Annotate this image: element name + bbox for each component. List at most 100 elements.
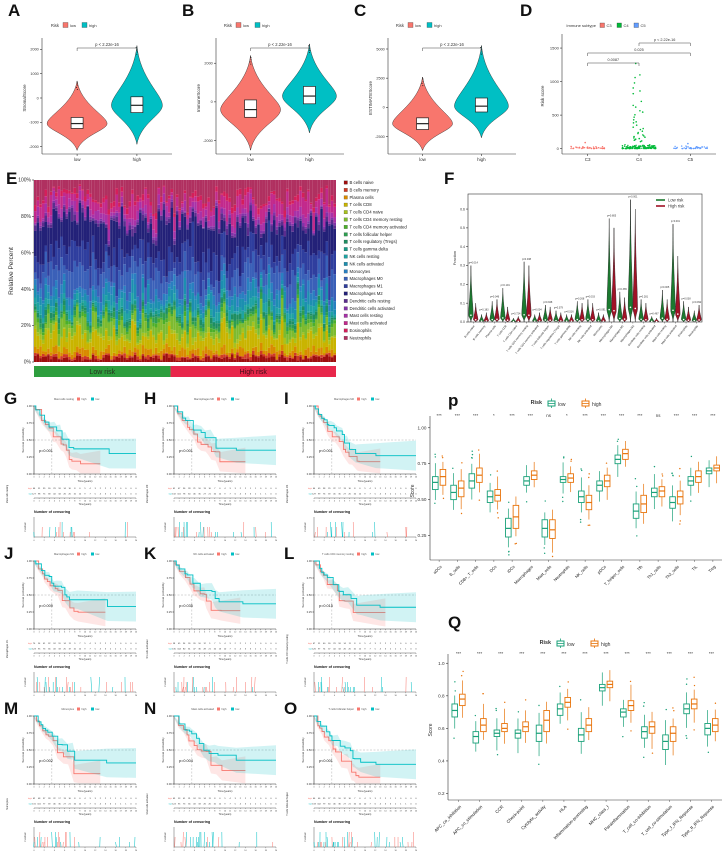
svg-text:4: 4 xyxy=(194,850,195,852)
svg-text:n.censor: n.censor xyxy=(164,677,167,686)
svg-text:123: 123 xyxy=(32,649,36,651)
svg-text:21: 21 xyxy=(349,804,352,806)
svg-text:0: 0 xyxy=(410,798,412,800)
svg-text:0: 0 xyxy=(275,488,277,490)
svg-text:9: 9 xyxy=(359,655,360,657)
svg-text:17: 17 xyxy=(338,488,341,490)
svg-text:3: 3 xyxy=(189,632,190,634)
svg-text:3: 3 xyxy=(105,494,107,496)
svg-text:16: 16 xyxy=(255,655,257,657)
svg-text:Time(years): Time(years) xyxy=(218,789,233,793)
svg-text:Number of censoring: Number of censoring xyxy=(34,820,70,824)
svg-text:70: 70 xyxy=(33,643,36,645)
svg-text:p=0.805: p=0.805 xyxy=(607,214,617,217)
svg-text:14: 14 xyxy=(343,643,346,645)
svg-text:low: low xyxy=(376,552,380,556)
svg-text:n.censor: n.censor xyxy=(24,522,27,531)
svg-text:4: 4 xyxy=(380,804,382,806)
svg-text:14: 14 xyxy=(244,477,246,479)
svg-text:3: 3 xyxy=(230,488,232,490)
svg-text:5000: 5000 xyxy=(376,47,384,51)
panel-C-chart: 5000 2500 0 -2500 ESTIMATEScore low high p < 2.… xyxy=(368,22,516,162)
svg-text:low: low xyxy=(247,157,255,162)
svg-text:17: 17 xyxy=(260,632,262,634)
svg-text:3: 3 xyxy=(329,787,330,789)
svg-text:20: 20 xyxy=(135,850,137,852)
svg-text:17: 17 xyxy=(260,787,262,789)
svg-text:7: 7 xyxy=(349,477,350,479)
svg-text:16: 16 xyxy=(115,850,117,852)
svg-text:5: 5 xyxy=(364,643,366,645)
panel-D: D 0 500 1000 1500 Risk score C3 C4 C5 0.0087 0.02… xyxy=(518,2,726,170)
svg-text:1.00: 1.00 xyxy=(307,559,313,563)
svg-text:3: 3 xyxy=(105,804,107,806)
svg-text:19: 19 xyxy=(198,798,201,800)
svg-text:0.75: 0.75 xyxy=(167,421,173,425)
svg-text:T cells CD4 memory resting: T cells CD4 memory resting xyxy=(350,217,404,222)
svg-text:0: 0 xyxy=(383,106,385,110)
svg-text:0: 0 xyxy=(260,488,262,490)
svg-text:14: 14 xyxy=(203,798,206,800)
svg-text:n.censor: n.censor xyxy=(164,832,167,841)
svg-text:2: 2 xyxy=(395,804,397,806)
svg-text:-2500: -2500 xyxy=(375,135,385,139)
svg-text:0.5: 0.5 xyxy=(460,226,465,230)
svg-text:7: 7 xyxy=(209,632,210,634)
svg-text:11: 11 xyxy=(369,655,371,657)
svg-text:7: 7 xyxy=(349,655,350,657)
svg-text:3: 3 xyxy=(189,655,190,657)
svg-text:44: 44 xyxy=(333,649,336,651)
svg-text:1.00: 1.00 xyxy=(167,559,173,563)
svg-text:0: 0 xyxy=(135,488,137,490)
svg-text:7: 7 xyxy=(90,649,92,651)
svg-text:35: 35 xyxy=(58,804,61,806)
svg-text:8: 8 xyxy=(354,500,355,502)
svg-text:7: 7 xyxy=(79,643,81,645)
svg-text:12: 12 xyxy=(374,787,376,789)
svg-text:11: 11 xyxy=(369,477,371,479)
svg-text:41: 41 xyxy=(183,798,186,800)
svg-text:20: 20 xyxy=(415,655,417,657)
svg-text:high: high xyxy=(82,552,87,556)
svg-text:7: 7 xyxy=(69,500,70,502)
panel-A: A 2000 1000 0 -1000 -2000 StromalScore low high… xyxy=(6,2,180,170)
svg-text:4: 4 xyxy=(240,649,242,651)
svg-text:0: 0 xyxy=(33,500,34,502)
svg-text:10: 10 xyxy=(84,695,86,697)
svg-text:12: 12 xyxy=(374,632,376,634)
svg-text:18: 18 xyxy=(58,488,61,490)
svg-text:T cells follicular helper: T cells follicular helper xyxy=(350,232,393,237)
svg-text:11: 11 xyxy=(89,477,91,479)
svg-text:3: 3 xyxy=(329,655,330,657)
svg-text:56: 56 xyxy=(188,804,191,806)
svg-text:38: 38 xyxy=(323,488,326,490)
svg-text:60%: 60% xyxy=(21,250,32,256)
svg-text:5: 5 xyxy=(224,798,226,800)
svg-text:Monocytes: Monocytes xyxy=(6,797,9,809)
svg-text:16: 16 xyxy=(354,804,357,806)
svg-text:101: 101 xyxy=(177,494,181,496)
svg-text:low: low xyxy=(309,494,313,496)
svg-text:10: 10 xyxy=(364,804,367,806)
svg-text:Time(years): Time(years) xyxy=(79,503,92,506)
svg-text:4: 4 xyxy=(230,798,232,800)
svg-text:0: 0 xyxy=(120,488,122,490)
svg-text:18: 18 xyxy=(125,500,127,502)
panel-C: C 5000 2500 0 -2500 ESTIMATEScore low high p < … xyxy=(352,2,524,170)
svg-text:19: 19 xyxy=(270,500,272,502)
svg-text:13: 13 xyxy=(63,798,66,800)
panel-L-chart: T cells CD4 memory resting high low 1.00 0.7… xyxy=(286,552,417,697)
svg-text:Survival probability: Survival probability xyxy=(161,582,165,608)
svg-text:8: 8 xyxy=(214,798,216,800)
svg-text:10: 10 xyxy=(364,632,366,634)
svg-text:1: 1 xyxy=(395,488,397,490)
svg-text:25: 25 xyxy=(63,649,66,651)
svg-text:16: 16 xyxy=(255,477,257,479)
svg-text:20: 20 xyxy=(135,655,137,657)
svg-text:2: 2 xyxy=(110,494,112,496)
svg-text:14: 14 xyxy=(63,643,66,645)
svg-text:3: 3 xyxy=(385,494,387,496)
svg-text:14: 14 xyxy=(244,850,246,852)
svg-text:13: 13 xyxy=(379,632,381,634)
svg-text:4: 4 xyxy=(380,649,382,651)
